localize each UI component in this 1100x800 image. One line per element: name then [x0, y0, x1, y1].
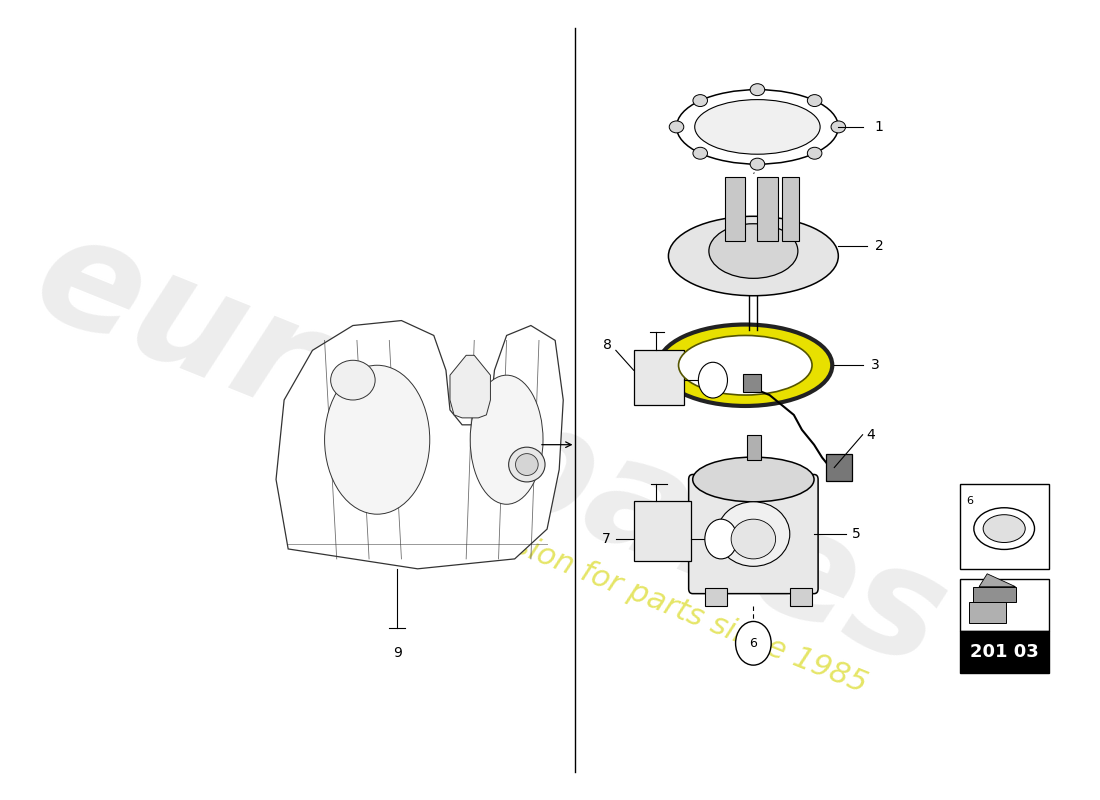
Ellipse shape — [324, 366, 430, 514]
Text: 4: 4 — [867, 428, 876, 442]
Text: a passion for parts since 1985: a passion for parts since 1985 — [433, 499, 871, 698]
Text: 1: 1 — [874, 120, 883, 134]
Polygon shape — [450, 355, 491, 418]
Polygon shape — [979, 574, 1015, 586]
Bar — [635, 502, 691, 561]
Text: 201 03: 201 03 — [970, 643, 1038, 662]
Circle shape — [698, 362, 727, 398]
Ellipse shape — [470, 375, 543, 504]
Ellipse shape — [693, 94, 707, 106]
Bar — [959, 631, 1048, 673]
Text: 6: 6 — [749, 637, 757, 650]
Text: 3: 3 — [871, 358, 879, 372]
Text: eurospares: eurospares — [14, 200, 966, 700]
Bar — [782, 177, 800, 241]
Ellipse shape — [708, 224, 797, 278]
Bar — [959, 485, 1048, 569]
FancyBboxPatch shape — [689, 474, 818, 594]
Bar — [747, 434, 761, 459]
Bar — [725, 177, 746, 241]
Ellipse shape — [807, 94, 822, 106]
Ellipse shape — [693, 147, 707, 159]
Text: 6: 6 — [966, 496, 974, 506]
Ellipse shape — [807, 147, 822, 159]
Ellipse shape — [693, 457, 814, 502]
Ellipse shape — [658, 325, 833, 406]
Ellipse shape — [695, 100, 821, 154]
Text: 5: 5 — [852, 527, 861, 541]
Ellipse shape — [750, 158, 764, 170]
Ellipse shape — [974, 508, 1034, 550]
Ellipse shape — [508, 447, 544, 482]
Ellipse shape — [830, 121, 846, 133]
Ellipse shape — [717, 502, 790, 566]
Bar — [969, 602, 1005, 623]
Bar — [634, 350, 684, 405]
Ellipse shape — [983, 514, 1025, 542]
Bar — [826, 454, 852, 482]
Bar — [959, 578, 1048, 631]
Bar — [758, 177, 778, 241]
Bar — [974, 586, 1015, 602]
Ellipse shape — [676, 90, 838, 164]
Ellipse shape — [669, 121, 684, 133]
Text: 7: 7 — [602, 532, 610, 546]
Bar — [705, 588, 727, 606]
Ellipse shape — [750, 84, 764, 96]
Text: 2: 2 — [874, 239, 883, 253]
Ellipse shape — [516, 454, 538, 475]
Polygon shape — [276, 321, 563, 569]
Bar — [742, 374, 761, 392]
Text: 9: 9 — [393, 646, 402, 660]
Bar — [790, 588, 813, 606]
Text: 8: 8 — [603, 338, 612, 352]
Circle shape — [736, 622, 771, 665]
Ellipse shape — [669, 216, 838, 296]
Ellipse shape — [732, 519, 775, 559]
Ellipse shape — [331, 360, 375, 400]
Ellipse shape — [679, 335, 812, 395]
Circle shape — [705, 519, 737, 559]
